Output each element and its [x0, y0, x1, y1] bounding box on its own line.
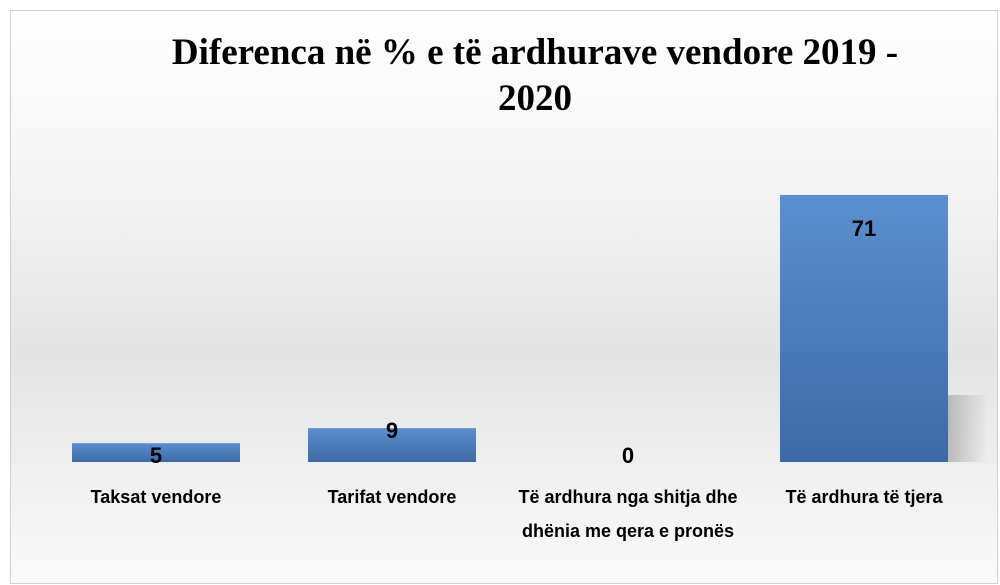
bar — [308, 428, 476, 462]
data-label: 5 — [150, 443, 162, 468]
bar — [780, 195, 948, 462]
bar-shadow — [948, 395, 988, 462]
chart-title: Diferenca në % e të ardhurave vendore 20… — [171, 32, 899, 119]
x-tick-label: Të ardhura nga shitja dhe dhënia me qera… — [518, 487, 738, 541]
data-label: 71 — [852, 216, 876, 241]
data-label: 9 — [386, 418, 398, 443]
x-tick-label: Tarifat vendore — [327, 487, 457, 507]
data-label: 0 — [622, 443, 634, 468]
bar — [72, 443, 240, 462]
x-tick-label: Të ardhura të tjera — [785, 487, 943, 507]
x-tick-label: Taksat vendore — [90, 487, 222, 507]
